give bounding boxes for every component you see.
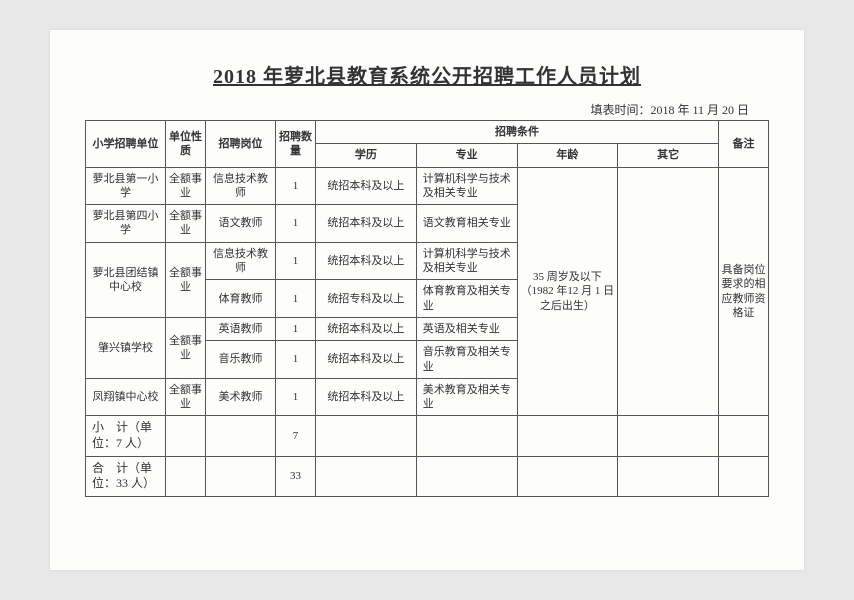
- cell-edu: 统招本科及以上: [316, 167, 417, 205]
- th-nature: 单位性质: [166, 121, 206, 168]
- th-count: 招聘数量: [276, 121, 316, 168]
- cell-count: 1: [276, 242, 316, 280]
- subtotal-label: 小 计（单位：7 人）: [86, 416, 166, 456]
- cell-position: 体育教师: [206, 280, 276, 318]
- subtotal-count: 7: [276, 416, 316, 456]
- fill-time: 填表时间：2018 年 11 月 20 日: [85, 101, 769, 118]
- cell-unit: 萝北县团结镇中心校: [86, 242, 166, 317]
- cell-major: 计算机科学与技术及相关专业: [416, 167, 517, 205]
- cell-unit: 萝北县第四小学: [86, 205, 166, 243]
- cell-edu: 统招本科及以上: [316, 242, 417, 280]
- cell-major: 英语及相关专业: [416, 317, 517, 340]
- cell-edu: 统招本科及以上: [316, 341, 417, 379]
- cell-position: 信息技术教师: [206, 242, 276, 280]
- th-edu: 学历: [316, 144, 417, 167]
- th-age: 年龄: [517, 144, 618, 167]
- page-title: 2018 年萝北县教育系统公开招聘工作人员计划: [85, 60, 769, 89]
- table-row: 萝北县第一小学 全额事业 信息技术教师 1 统招本科及以上 计算机科学与技术及相…: [86, 167, 769, 205]
- header-row-1: 小学招聘单位 单位性质 招聘岗位 招聘数量 招聘条件 备注: [86, 121, 769, 144]
- cell-nature: 全额事业: [166, 205, 206, 243]
- cell-count: 1: [276, 317, 316, 340]
- cell-major: 计算机科学与技术及相关专业: [416, 242, 517, 280]
- total-count: 33: [276, 456, 316, 496]
- cell-edu: 统招专科及以上: [316, 280, 417, 318]
- cell-major: 美术教育及相关专业: [416, 378, 517, 416]
- cell-unit: 凤翔镇中心校: [86, 378, 166, 416]
- cell-count: 1: [276, 378, 316, 416]
- cell-position: 音乐教师: [206, 341, 276, 379]
- cell-nature: 全额事业: [166, 242, 206, 317]
- cell-position: 美术教师: [206, 378, 276, 416]
- cell-major: 音乐教育及相关专业: [416, 341, 517, 379]
- th-unit: 小学招聘单位: [86, 121, 166, 168]
- th-major: 专业: [416, 144, 517, 167]
- cell-position: 英语教师: [206, 317, 276, 340]
- cell-unit: 肇兴镇学校: [86, 317, 166, 378]
- total-label: 合 计（单位：33 人）: [86, 456, 166, 496]
- cell-unit: 萝北县第一小学: [86, 167, 166, 205]
- cell-count: 1: [276, 341, 316, 379]
- cell-position: 信息技术教师: [206, 167, 276, 205]
- cell-remark: 具备岗位要求的相应教师资格证: [719, 167, 769, 416]
- cell-position: 语文教师: [206, 205, 276, 243]
- recruitment-table: 小学招聘单位 单位性质 招聘岗位 招聘数量 招聘条件 备注 学历 专业 年龄 其…: [85, 120, 769, 497]
- th-condition: 招聘条件: [316, 121, 719, 144]
- cell-edu: 统招本科及以上: [316, 205, 417, 243]
- cell-edu: 统招本科及以上: [316, 317, 417, 340]
- cell-nature: 全额事业: [166, 378, 206, 416]
- th-remark: 备注: [719, 121, 769, 168]
- cell-count: 1: [276, 167, 316, 205]
- th-position: 招聘岗位: [206, 121, 276, 168]
- cell-edu: 统招本科及以上: [316, 378, 417, 416]
- cell-count: 1: [276, 205, 316, 243]
- cell-nature: 全额事业: [166, 167, 206, 205]
- cell-other: [618, 167, 719, 416]
- cell-age: 35 周岁及以下（1982 年12 月 1 日之后出生）: [517, 167, 618, 416]
- cell-major: 体育教育及相关专业: [416, 280, 517, 318]
- total-row: 合 计（单位：33 人） 33: [86, 456, 769, 496]
- cell-count: 1: [276, 280, 316, 318]
- document-page: 2018 年萝北县教育系统公开招聘工作人员计划 填表时间：2018 年 11 月…: [50, 30, 804, 570]
- subtotal-row: 小 计（单位：7 人） 7: [86, 416, 769, 456]
- th-other: 其它: [618, 144, 719, 167]
- cell-major: 语文教育相关专业: [416, 205, 517, 243]
- cell-nature: 全额事业: [166, 317, 206, 378]
